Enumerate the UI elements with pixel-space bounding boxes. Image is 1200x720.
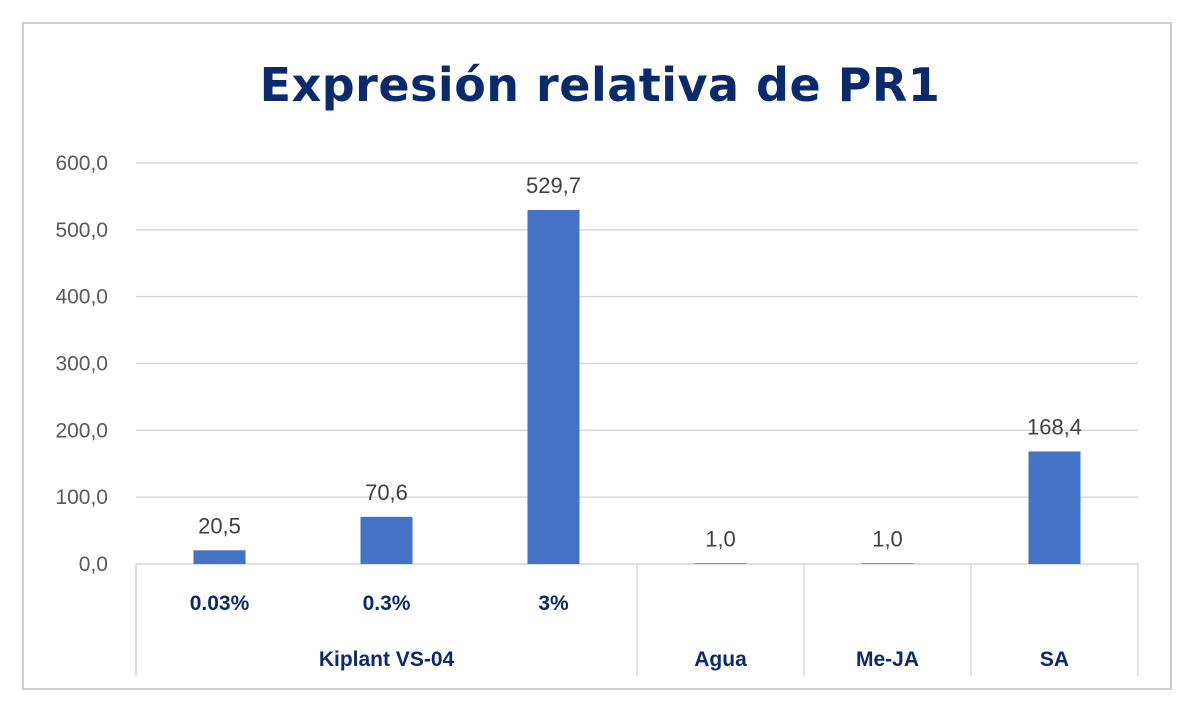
data-label: 168,4 xyxy=(1027,414,1082,439)
chart-title: Expresión relativa de PR1 xyxy=(259,58,941,112)
data-label: 70,6 xyxy=(365,480,408,505)
category-label: SA xyxy=(1040,648,1069,671)
bar xyxy=(694,563,747,564)
bar xyxy=(861,563,914,564)
category-label: Agua xyxy=(694,648,747,671)
data-label: 1,0 xyxy=(705,526,736,551)
y-tick-label: 500,0 xyxy=(55,219,108,242)
y-tick-label: 200,0 xyxy=(55,419,108,442)
group-label: Kiplant VS-04 xyxy=(319,648,455,671)
chart-frame xyxy=(22,22,1172,690)
y-tick-label: 100,0 xyxy=(55,486,108,509)
y-tick-label: 0,0 xyxy=(79,553,108,576)
y-tick-label: 600,0 xyxy=(55,152,108,175)
data-label: 1,0 xyxy=(872,526,903,551)
category-label: 3% xyxy=(538,592,569,615)
data-label: 20,5 xyxy=(198,513,241,538)
category-label: 0.3% xyxy=(363,592,411,615)
bar xyxy=(1028,451,1081,564)
category-label: Me-JA xyxy=(856,648,919,671)
bar xyxy=(527,209,580,564)
data-label: 529,7 xyxy=(526,173,581,198)
bar xyxy=(193,550,246,564)
category-label: 0.03% xyxy=(190,592,250,615)
bar xyxy=(360,516,413,564)
y-tick-label: 400,0 xyxy=(55,286,108,309)
y-tick-label: 300,0 xyxy=(55,353,108,376)
